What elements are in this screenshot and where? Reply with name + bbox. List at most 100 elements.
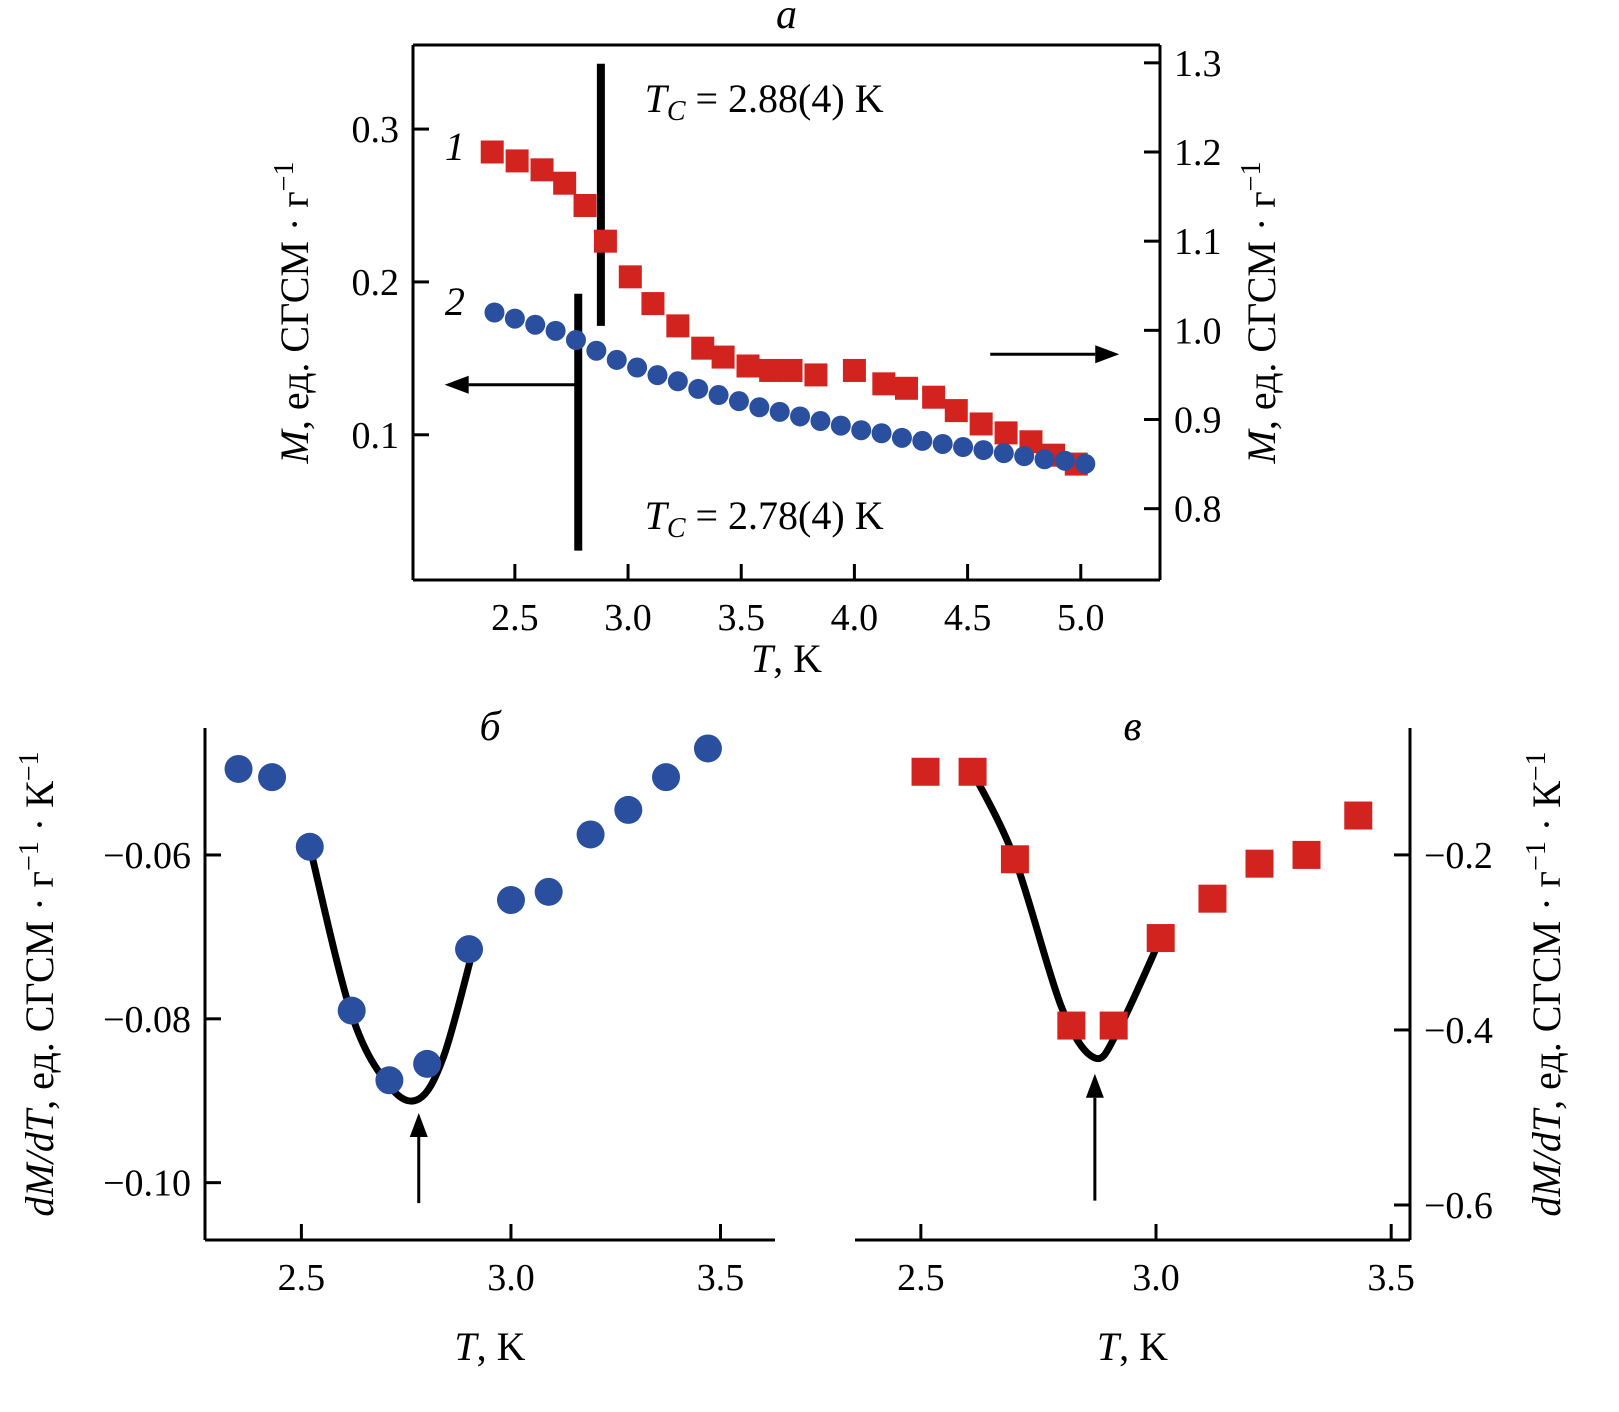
data-point-square [872, 372, 896, 396]
data-point-circle [606, 349, 627, 370]
data-point-circle [258, 763, 287, 792]
data-point-circle [790, 406, 811, 427]
x-tick-label: 2.5 [897, 1257, 945, 1299]
series-number-label: 1 [445, 124, 465, 169]
data-point-square [1057, 1011, 1086, 1040]
data-point-square [969, 412, 993, 436]
data-point-square [779, 358, 803, 382]
data-point-square [641, 292, 665, 316]
data-point-square [944, 399, 968, 423]
data-point-circle [769, 401, 790, 422]
data-point-circle [525, 314, 546, 335]
y-tick-label: 1.1 [1174, 221, 1222, 263]
y-axis-label-right: dM/dT, ед. СГСМ · г−1 · К−1 [1521, 751, 1569, 1216]
x-tick-label: 2.5 [278, 1257, 326, 1299]
data-point-square [480, 140, 504, 164]
data-point-square [1245, 849, 1274, 878]
data-point-square [994, 421, 1018, 445]
data-point-square [842, 358, 866, 382]
data-point-circle [688, 378, 709, 399]
y-tick-label: 0.2 [352, 262, 400, 304]
data-point-circle [871, 423, 892, 444]
data-point-square [894, 376, 918, 400]
series-dMdT-blue [224, 734, 722, 1095]
y-tick-label: 1.2 [1174, 132, 1222, 174]
data-point-circle [545, 320, 566, 341]
data-point-square [553, 171, 577, 195]
y-tick-label: −0.6 [1424, 1185, 1493, 1227]
data-point-circle [484, 302, 505, 323]
arrow-head [1095, 345, 1120, 364]
data-point-square [593, 229, 617, 253]
tc-annotation: TC = 2.78(4) K [645, 493, 884, 544]
y-axis-label-right: M, ед. СГСМ · г−1 [1236, 162, 1284, 465]
data-point-circle [652, 763, 681, 792]
data-point-square [958, 757, 987, 786]
x-tick-label: 3.0 [604, 597, 652, 639]
series-dMdT-red [911, 757, 1373, 1040]
x-tick-label: 4.5 [944, 597, 992, 639]
data-point-circle [851, 420, 872, 441]
data-point-square [911, 757, 940, 786]
data-point-circle [693, 734, 722, 763]
data-point-circle [337, 996, 366, 1025]
data-point-square [505, 149, 529, 173]
data-point-circle [973, 440, 994, 461]
data-point-circle [224, 754, 253, 783]
x-tick-label: 3.0 [487, 1257, 535, 1299]
x-tick-label: 4.0 [831, 597, 879, 639]
x-axis-label: T, K [454, 1324, 525, 1369]
data-point-circle [295, 832, 324, 861]
data-point-square [1198, 884, 1227, 913]
data-point-circle [810, 411, 831, 432]
data-point-square [736, 354, 760, 378]
arrow-head [444, 375, 469, 394]
y-tick-label: 0.3 [352, 109, 400, 151]
x-tick-label: 3.0 [1132, 1257, 1180, 1299]
data-point-circle [953, 437, 974, 458]
x-tick-label: 2.5 [491, 597, 539, 639]
y-tick-label: 1.3 [1174, 43, 1222, 85]
data-point-circle [912, 430, 933, 451]
x-axis-label: T, K [1097, 1324, 1168, 1369]
data-point-square [573, 194, 597, 217]
series-2 [484, 302, 1096, 474]
data-point-circle [455, 935, 484, 964]
y-tick-label: −0.4 [1424, 1010, 1493, 1052]
data-point-square [804, 363, 828, 387]
y-axis-label-left: dM/dT, ед. СГСМ · г−1 · К−1 [14, 751, 62, 1216]
x-tick-label: 3.5 [697, 1257, 745, 1299]
data-point-circle [1075, 453, 1096, 474]
x-tick-label: 5.0 [1057, 597, 1105, 639]
data-point-square [691, 336, 715, 360]
y-tick-label: −0.2 [1424, 835, 1493, 877]
x-tick-label: 3.5 [717, 597, 765, 639]
data-point-circle [647, 365, 668, 386]
series-1 [480, 140, 1088, 476]
data-point-square [618, 265, 642, 289]
data-point-square [1099, 1011, 1128, 1040]
data-point-circle [627, 357, 648, 378]
data-point-square [759, 358, 783, 382]
data-point-square [1344, 801, 1373, 830]
panel-v: 2.5 3.0 3.5 T, K −0.2 −0.4 −0.6 dM/dT, ед. СГСМ… [855, 704, 1569, 1369]
data-point-circle [830, 415, 851, 436]
data-point-square [711, 345, 735, 369]
y-tick-label: 1.0 [1174, 310, 1222, 352]
data-point-circle [496, 886, 525, 915]
y-axis-label-left: M, ед. СГСМ · г−1 [269, 162, 317, 465]
panel-a: 2.5 3.0 3.5 4.0 4.5 5.0 T, K 0.1 0.2 0.3 M, ед. СГ… [269, 0, 1284, 681]
data-point-circle [891, 427, 912, 448]
panel-b: 2.5 3.0 3.5 T, K −0.06 −0.08 −0.10 dM/dT, ед. С… [14, 704, 775, 1369]
y-tick-label: −0.06 [103, 835, 191, 877]
data-point-circle [565, 330, 586, 351]
data-point-circle [614, 795, 643, 824]
data-point-circle [576, 820, 605, 849]
tc-annotation: TC = 2.88(4) K [645, 76, 884, 127]
data-point-circle [749, 397, 770, 418]
data-point-circle [1034, 449, 1055, 470]
y-tick-label: 0.9 [1174, 400, 1222, 442]
data-point-square [666, 314, 690, 338]
